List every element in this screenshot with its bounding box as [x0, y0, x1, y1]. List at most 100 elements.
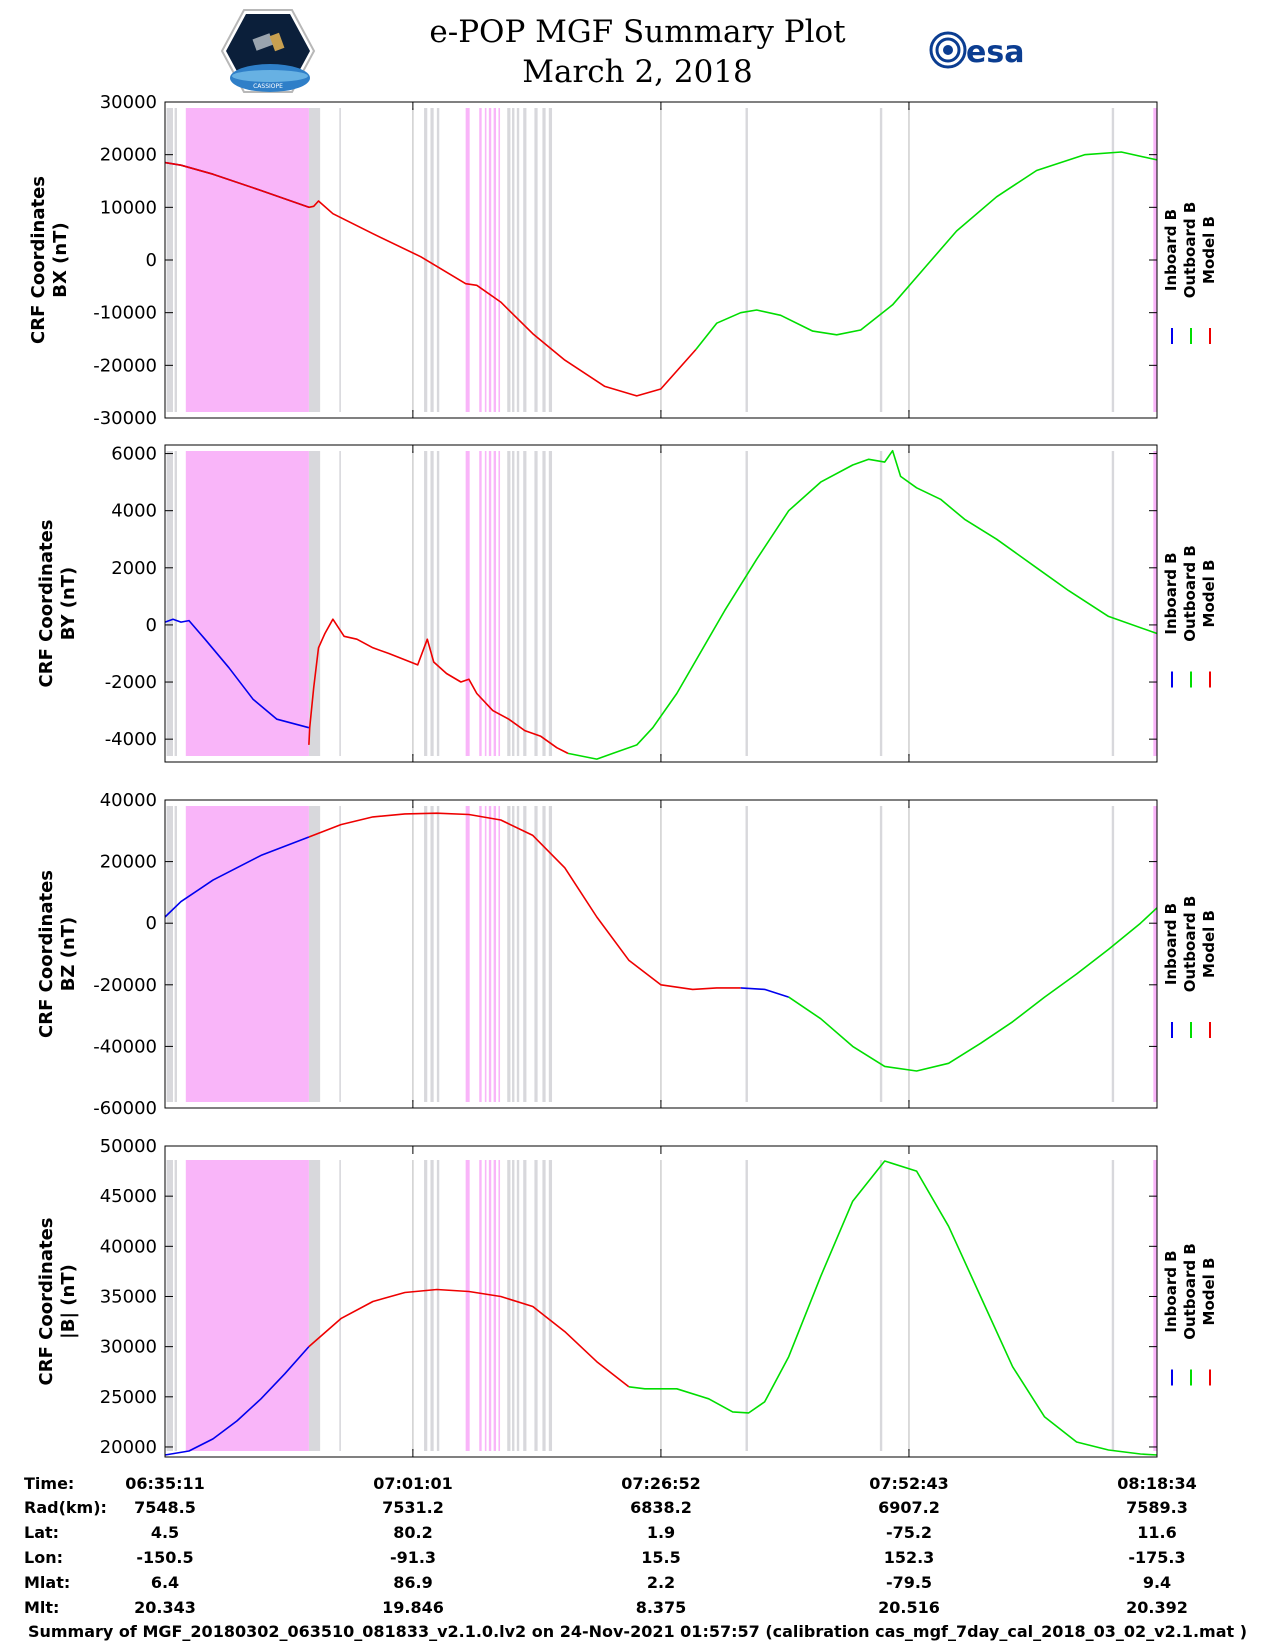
- legend-label: Inboard B: [1162, 1250, 1180, 1332]
- gap-band-gray: [436, 806, 440, 1102]
- ephemeris-value: 20.516: [878, 1598, 940, 1617]
- chart-subtitle: March 2, 2018: [522, 54, 753, 90]
- ephemeris-value: 7589.3: [1126, 1498, 1188, 1517]
- gap-band-gray: [523, 806, 527, 1102]
- y-tick-label: -20000: [93, 975, 157, 996]
- gap-band-magenta: [498, 1160, 501, 1451]
- gap-band-gray: [534, 108, 538, 412]
- y-tick-label: 30000: [100, 1337, 157, 1358]
- series-line-outboard-b: [788, 907, 1158, 1072]
- ephemeris-row-label: Lon:: [24, 1548, 63, 1567]
- gap-band-magenta: [488, 1160, 492, 1451]
- gap-band-magenta: [185, 108, 309, 412]
- gap-band-gray: [516, 451, 520, 756]
- ephemeris-row-label: Rad(km):: [24, 1498, 107, 1517]
- ephemeris-value: -91.3: [390, 1548, 436, 1567]
- legend-label: Outboard B: [1181, 896, 1199, 993]
- ephemeris-value: 08:18:34: [1117, 1474, 1197, 1493]
- y-tick-label: 10000: [100, 197, 157, 218]
- gap-band-gray: [512, 806, 515, 1102]
- legend-label: Model B: [1200, 216, 1218, 284]
- gap-band-gray: [512, 108, 515, 412]
- series-line-inboard-b: [164, 1346, 310, 1456]
- y-tick-label: -60000: [93, 1098, 157, 1119]
- series-line-inboard-b: [164, 836, 310, 918]
- y-axis-label: BZ (nT): [58, 917, 79, 992]
- gap-band-magenta: [465, 108, 470, 412]
- panel-4: 20000 25000 30000 35000 40000 45000 50000 CRF C…: [36, 1136, 1218, 1458]
- gap-band-gray: [507, 806, 511, 1102]
- gap-band-gray: [534, 806, 538, 1102]
- legend-label: Outboard B: [1181, 202, 1199, 299]
- y-axis-label: CRF Coordinates: [36, 870, 57, 1038]
- y-axis-label: |B| (nT): [58, 1264, 79, 1339]
- y-tick-label: 4000: [111, 501, 157, 522]
- gap-band-gray: [436, 1160, 440, 1451]
- ephemeris-value: 7548.5: [134, 1498, 196, 1517]
- gap-band-gray: [166, 451, 173, 756]
- gap-band-gray: [424, 806, 428, 1102]
- gap-band-magenta: [484, 806, 487, 1102]
- gap-band-magenta: [498, 108, 501, 412]
- gap-band-gray: [174, 1160, 177, 1451]
- gap-band-gray: [308, 451, 321, 756]
- series-line-inboard-b: [740, 987, 789, 998]
- gap-band-gray: [523, 108, 527, 412]
- y-tick-label: -4000: [105, 729, 157, 750]
- gap-band-gray: [516, 1160, 520, 1451]
- series-line-model-b: [308, 618, 569, 755]
- gap-band-gray: [507, 108, 511, 412]
- ephemeris-table: Time: Rad(km): Lat: Lon: Mlat: Mlt: 06:35:11 75…: [24, 1474, 1197, 1617]
- gap-band-gray: [523, 1160, 527, 1451]
- ephemeris-value: 80.2: [393, 1523, 432, 1542]
- gap-band-gray: [879, 806, 883, 1102]
- gap-band-gray: [745, 1160, 748, 1451]
- gap-band-gray: [542, 806, 546, 1102]
- ephemeris-value: -75.2: [886, 1523, 932, 1542]
- ephemeris-value: 8.375: [636, 1598, 687, 1617]
- esa-logo: esa: [928, 28, 1040, 76]
- y-tick-label: 35000: [100, 1286, 157, 1307]
- cassiope-logo-text: CASSIOPE: [253, 83, 283, 90]
- gap-band-gray: [534, 451, 538, 756]
- series-line-outboard-b: [695, 151, 1158, 350]
- gap-band-magenta: [185, 1160, 309, 1451]
- gap-band-gray: [174, 806, 177, 1102]
- gap-band-magenta: [479, 1160, 482, 1451]
- gap-band-gray: [430, 451, 434, 756]
- ephemeris-value: 6.4: [151, 1573, 179, 1592]
- gap-band-gray: [424, 451, 428, 756]
- y-tick-label: 0: [146, 913, 157, 934]
- gap-band-gray: [745, 108, 748, 412]
- y-tick-label: 50000: [100, 1136, 157, 1157]
- gap-band-gray: [745, 451, 748, 756]
- y-tick-label: 40000: [100, 1236, 157, 1257]
- gap-band-magenta: [493, 1160, 497, 1451]
- gap-band-magenta: [484, 108, 487, 412]
- gap-band-magenta: [465, 1160, 470, 1451]
- gap-band-magenta: [479, 108, 482, 412]
- ephemeris-value: 15.5: [641, 1548, 680, 1567]
- legend-label: Model B: [1200, 910, 1218, 978]
- gap-band-gray: [879, 108, 883, 412]
- ephemeris-value: 152.3: [884, 1548, 935, 1567]
- series-line-model-b: [308, 812, 741, 991]
- ephemeris-value: 7531.2: [382, 1498, 444, 1517]
- ephemeris-value: -150.5: [136, 1548, 193, 1567]
- ephemeris-value: 07:01:01: [373, 1474, 453, 1493]
- gap-band-magenta: [488, 806, 492, 1102]
- ephemeris-row-label: Lat:: [24, 1523, 59, 1542]
- panel-2: -4000 -2000 0 2000 4000 6000 CRF Coordinates BY…: [36, 444, 1218, 763]
- gap-band-gray: [339, 806, 341, 1102]
- gap-band-magenta: [465, 806, 470, 1102]
- gap-band-gray: [516, 108, 520, 412]
- ephemeris-value: 19.846: [382, 1598, 444, 1617]
- gap-band-gray: [523, 451, 527, 756]
- y-tick-label: -30000: [93, 408, 157, 429]
- gap-band-gray: [430, 1160, 434, 1451]
- ephemeris-value: 07:52:43: [869, 1474, 949, 1493]
- ephemeris-value: 07:26:52: [621, 1474, 701, 1493]
- esa-logo-text: esa: [966, 35, 1024, 70]
- y-axis-label: CRF Coordinates: [28, 176, 49, 344]
- ephemeris-value: 6907.2: [878, 1498, 940, 1517]
